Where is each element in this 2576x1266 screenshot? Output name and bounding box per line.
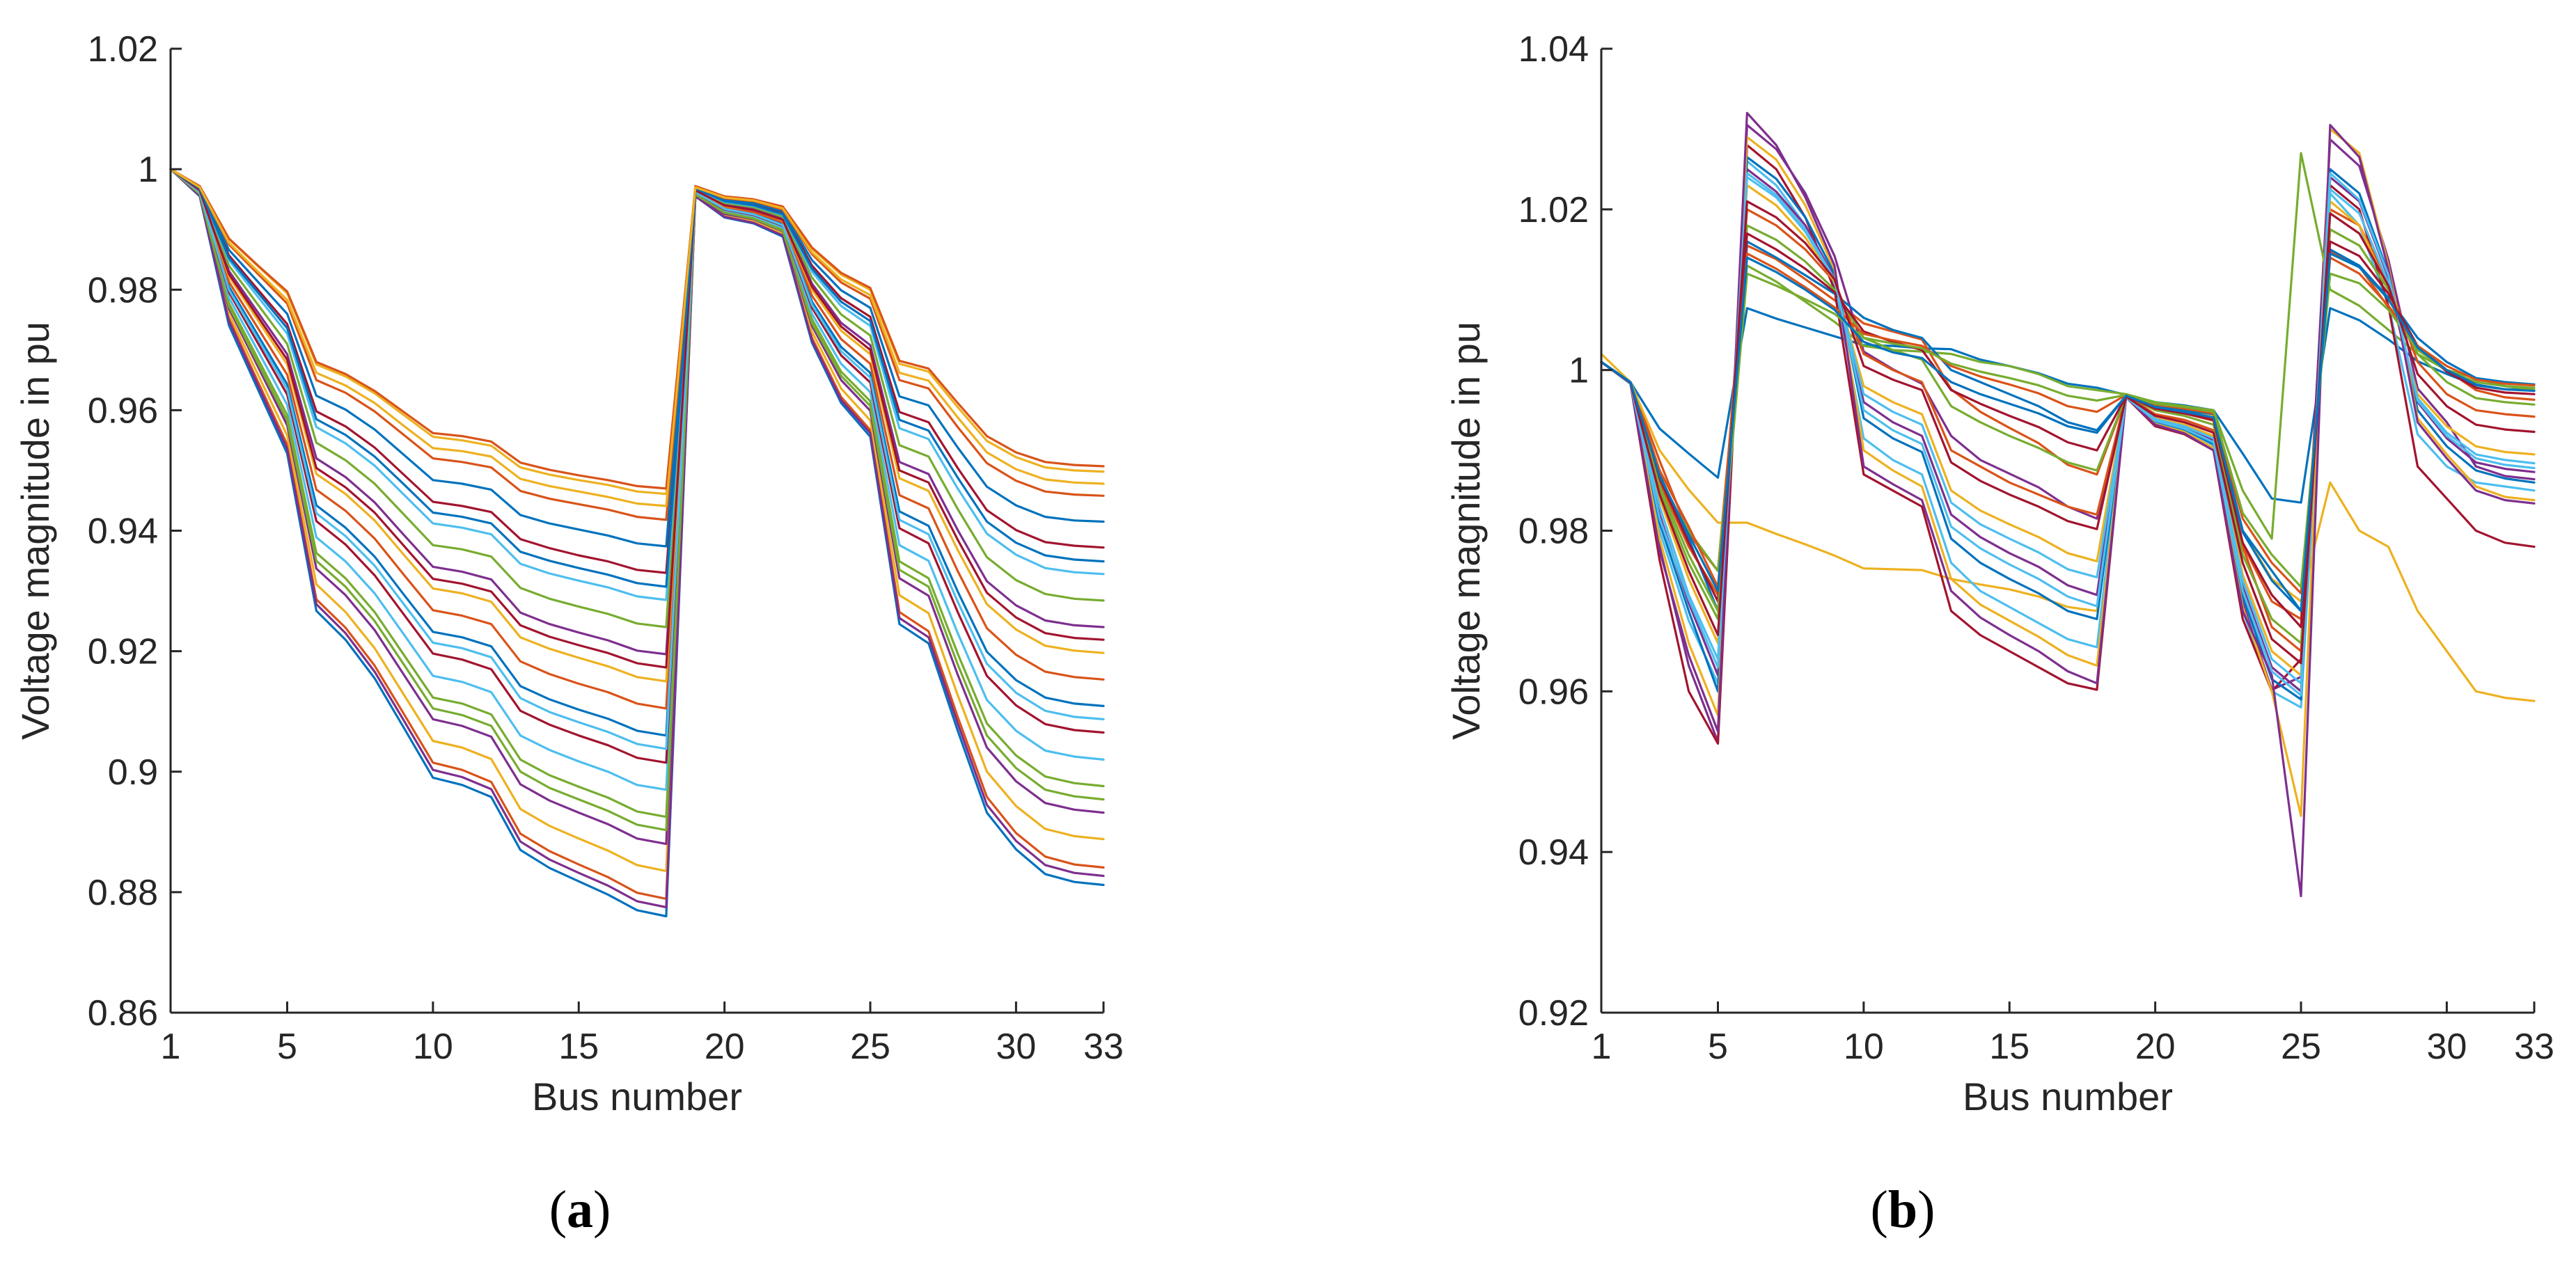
series-line-a-9 [169,168,1105,710]
series-line-a-7 [169,168,1105,764]
series-line-a-23 [169,168,1105,490]
series-line-a-21 [169,168,1105,669]
x-tick-label-b-3: 15 [1989,1027,2029,1067]
x-tick-label-b-5: 25 [2281,1027,2321,1067]
series-line-a-15 [169,168,1105,548]
series-line-b-1 [1600,307,2536,504]
series-line-b-16 [1600,252,2536,595]
y-axis-title-a: Voltage magnitude in pu [13,322,57,740]
x-tick-label-b-7: 33 [2514,1027,2554,1067]
y-tick-label-a-1: 0.88 [88,873,158,913]
series-line-b-12 [1600,224,2536,644]
series-group-a [169,168,1105,918]
series-line-b-22 [1600,252,2536,612]
x-tick-label-b-6: 30 [2426,1027,2467,1067]
x-axis-title-a: Bus number [532,1075,742,1118]
y-tick-label-a-3: 0.92 [88,632,158,672]
y-tick-label-b-4: 1 [1569,351,1589,391]
series-line-a-1 [169,168,1105,918]
y-tick-label-b-5: 1.02 [1518,190,1589,230]
y-tick-label-b-2: 0.96 [1518,672,1589,712]
caption-a: (a) [549,1180,611,1239]
x-tick-label-a-7: 33 [1083,1027,1124,1067]
series-line-a-17 [169,168,1105,496]
plot-area-b [1601,49,2534,1013]
series-group-b [1600,111,2536,898]
series-line-b-15 [1600,156,2536,701]
series-line-a-12 [169,168,1105,628]
x-tick-label-a-3: 15 [558,1027,599,1067]
series-line-b-3 [1600,353,2536,702]
series-line-a-14 [169,168,1105,574]
y-tick-label-a-5: 0.96 [88,390,158,431]
y-tick-label-b-1: 0.94 [1518,832,1589,873]
series-line-b-18 [1600,111,2536,898]
series-line-a-18 [169,168,1105,909]
y-tick-label-b-6: 1.04 [1518,29,1589,70]
series-line-b-21 [1600,200,2536,665]
series-line-a-20 [169,168,1105,750]
y-tick-label-b-0: 0.92 [1518,993,1589,1034]
x-axis-title-b: Bus number [1963,1075,2173,1118]
y-tick-label-b-3: 0.98 [1518,512,1589,552]
series-line-b-20 [1600,172,2536,697]
y-tick-label-a-8: 1.02 [88,29,158,70]
x-tick-label-a-2: 10 [413,1027,453,1067]
y-tick-label-a-2: 0.9 [108,752,158,793]
x-tick-label-a-0: 1 [161,1027,181,1067]
series-line-a-22 [169,168,1105,588]
series-line-b-9 [1600,208,2536,653]
x-tick-label-a-5: 25 [850,1027,890,1067]
x-tick-label-b-0: 1 [1592,1027,1612,1067]
series-line-a-2 [169,168,1105,901]
y-axis-title-b: Voltage magnitude in pu [1444,322,1488,740]
x-tick-label-b-4: 20 [2135,1027,2176,1067]
caption-a-letter: a [567,1180,593,1239]
series-line-a-3 [169,168,1105,873]
x-tick-label-b-2: 10 [1844,1027,1884,1067]
series-line-a-11 [169,168,1105,656]
x-tick-label-a-4: 20 [705,1027,745,1067]
series-line-a-16 [169,168,1105,521]
series-line-a-6 [169,168,1105,791]
series-line-a-5 [169,168,1105,818]
y-tick-label-a-0: 0.86 [88,993,158,1034]
series-line-a-8 [169,168,1105,737]
series-line-a-19 [169,168,1105,832]
series-line-b-5 [1600,152,2536,572]
x-tick-label-b-1: 5 [1708,1027,1728,1067]
caption-b: (b) [1870,1180,1935,1239]
y-tick-label-a-7: 1 [138,150,158,190]
series-line-b-19 [1600,272,2536,612]
y-tick-label-a-4: 0.94 [88,512,158,552]
caption-b-letter: b [1887,1180,1918,1239]
series-line-a-13 [169,168,1105,601]
series-line-b-6 [1600,160,2536,709]
x-tick-label-a-6: 30 [996,1027,1036,1067]
chart-panel-b: 0.92 0.94 0.96 0.98 1 1.02 1.04 1 5 10 15 20 25 30 33 B… [1288,0,2576,1266]
series-line-b-13 [1600,176,2536,685]
y-tick-label-a-6: 0.98 [88,270,158,310]
x-tick-label-a-1: 5 [277,1027,297,1067]
series-line-a-4 [169,168,1105,846]
series-line-a-10 [169,168,1105,683]
chart-panel-a: 0.86 0.88 0.9 0.92 0.94 0.96 0.98 1 1.02 1 5 10 15 20… [13,29,1124,1239]
series-line-a-24 [169,168,1105,507]
series-line-b-14 [1600,232,2536,628]
